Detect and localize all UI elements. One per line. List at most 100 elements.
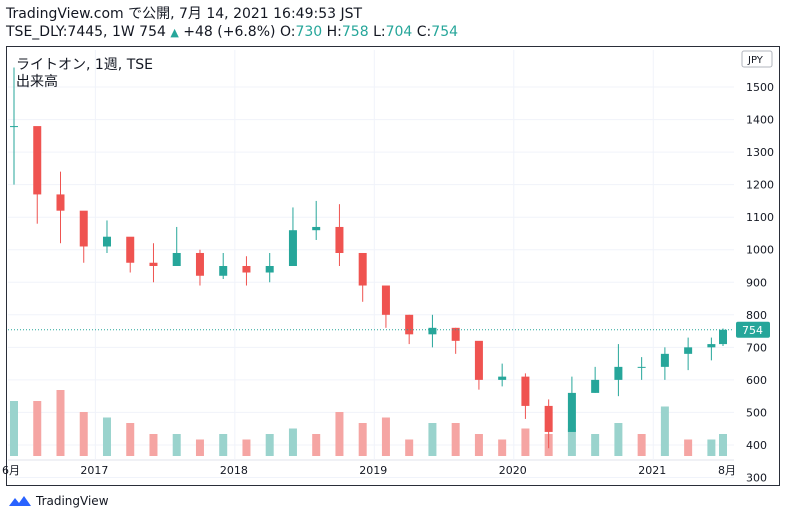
volume-bar — [637, 434, 646, 456]
candle-body — [33, 126, 42, 195]
volume-bar — [567, 428, 576, 456]
candle-body — [405, 314, 414, 335]
chart-frame[interactable] — [6, 46, 780, 486]
volume-bar — [102, 417, 111, 456]
volume-bar — [335, 412, 344, 456]
time-end-label: 8月 — [718, 464, 736, 477]
candle-body — [381, 285, 390, 315]
candle-body — [172, 252, 181, 266]
volume-bar — [451, 423, 460, 456]
candle-body — [684, 347, 693, 354]
candle-body — [56, 194, 65, 211]
last-price-tag-text: 754 — [742, 324, 763, 337]
candle-body — [451, 327, 460, 341]
volume-bar — [614, 423, 623, 456]
volume-bar — [33, 401, 42, 456]
time-tick-label: 2020 — [499, 464, 527, 477]
candle-body — [335, 226, 344, 253]
candle-body — [102, 236, 111, 247]
candle-body — [219, 266, 228, 276]
last-price: 754 — [139, 24, 166, 40]
symbol-label: TSE_DLY:7445, 1W — [6, 24, 135, 40]
volume-bar — [498, 439, 507, 456]
low-value: 704 — [385, 24, 413, 40]
volume-bar — [474, 434, 483, 456]
candle-body — [358, 252, 367, 286]
volume-bar — [312, 434, 321, 456]
price-tick-label: 1400 — [746, 114, 774, 127]
volume-bar — [149, 434, 158, 456]
time-tick-label: 2018 — [220, 464, 248, 477]
change-value: +48 (+6.8%) — [183, 24, 276, 40]
volume-bar — [719, 434, 727, 456]
open-label: O: — [279, 24, 296, 40]
candle-body — [149, 262, 158, 266]
ohlc-header: TSE_DLY:7445, 1W 754 ▲ +48 (+6.8%) O:730… — [6, 23, 458, 42]
candle-body — [498, 376, 507, 380]
price-tick-label: 900 — [746, 276, 767, 289]
tradingview-logo-icon — [9, 496, 31, 506]
candle-body — [242, 266, 251, 273]
candle-body — [265, 266, 274, 273]
price-tick-label: 800 — [746, 309, 767, 322]
candle-body — [288, 230, 297, 266]
volume-bar — [660, 406, 669, 456]
publish-info: TradingView.com で公開, 7月 14, 2021 16:49:5… — [6, 5, 362, 23]
volume-bar — [381, 417, 390, 456]
volume-bar — [79, 412, 88, 456]
low-label: L: — [373, 24, 386, 40]
volume-bar — [707, 439, 716, 456]
candle-body — [195, 252, 204, 276]
price-tick-label: 400 — [746, 439, 767, 452]
candle-body — [637, 366, 646, 368]
price-tick-label: 600 — [746, 374, 767, 387]
volume-bar — [172, 434, 181, 456]
candle-body — [707, 344, 716, 348]
candle-body — [544, 405, 553, 432]
volume-bar — [56, 390, 65, 456]
volume-bar — [195, 439, 204, 456]
open-value: 730 — [295, 24, 323, 40]
footer: TradingView — [8, 494, 109, 508]
time-start-label: 6月 — [2, 464, 20, 477]
triangle-up-icon: ▲ — [170, 26, 179, 39]
last-price-tag — [736, 321, 770, 338]
volume-bar — [358, 423, 367, 456]
candle-body — [521, 376, 530, 406]
volume-bar — [591, 434, 600, 456]
candle-body — [79, 210, 88, 247]
series-legend-title: ライトオン, 1週, TSE — [16, 57, 153, 73]
candle-body — [614, 366, 623, 380]
price-tick-label: 1300 — [746, 146, 774, 159]
candle-body — [312, 226, 321, 231]
currency-box — [741, 50, 773, 68]
close-value: 754 — [431, 24, 459, 40]
volume-bar — [405, 439, 414, 456]
price-tick-label: 300 — [746, 471, 767, 484]
volume-bar — [126, 423, 135, 456]
candle-body — [428, 327, 437, 335]
candle-body — [126, 236, 135, 263]
time-tick-label: 2019 — [359, 464, 387, 477]
candle-body — [567, 392, 576, 432]
price-tick-label: 1200 — [746, 179, 774, 192]
volume-bar — [684, 439, 693, 456]
volume-bar — [10, 401, 18, 456]
candle-body — [591, 379, 600, 393]
volume-bar — [288, 428, 297, 456]
currency-label: JPY — [747, 55, 764, 66]
volume-legend: 出来高 — [16, 74, 58, 90]
time-tick-label: 2017 — [80, 464, 108, 477]
high-value: 758 — [341, 24, 369, 40]
volume-bar — [521, 428, 530, 456]
price-tick-label: 500 — [746, 406, 767, 419]
high-label: H: — [326, 24, 342, 40]
close-label: C: — [416, 24, 432, 40]
candle-body — [474, 340, 483, 380]
time-tick-label: 2021 — [638, 464, 666, 477]
publish-text: TradingView.com で公開, 7月 14, 2021 16:49:5… — [6, 6, 363, 22]
price-tick-label: 700 — [746, 341, 767, 354]
volume-bar — [428, 423, 437, 456]
volume-bar — [242, 439, 251, 456]
